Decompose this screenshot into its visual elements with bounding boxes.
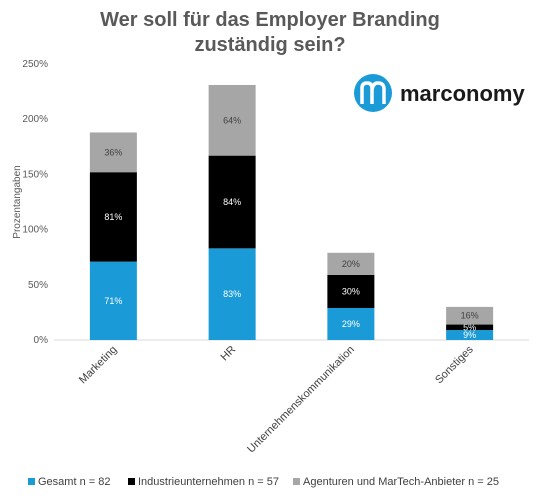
logo-wordmark: marconomy xyxy=(400,81,525,106)
chart-title-line-2: zuständig sein? xyxy=(194,34,345,56)
data-label: 84% xyxy=(223,197,241,207)
data-label: 64% xyxy=(223,115,241,125)
bar-segment xyxy=(89,132,137,173)
data-label: 5% xyxy=(463,322,476,332)
bar-segment xyxy=(208,84,256,156)
y-tick-label: 200% xyxy=(22,114,48,125)
category-label: Marketing xyxy=(77,344,120,387)
bar-segment xyxy=(446,306,494,325)
legend-swatch xyxy=(128,478,135,485)
category-label: Unternehmenskommunikation xyxy=(245,344,357,456)
category-label: Sonstiges xyxy=(433,343,476,386)
bars-layer: 71% 81% 36% 83% 84% 64% 29% 30% 20% 9%5%16% xyxy=(89,84,494,340)
bar-segment xyxy=(89,172,137,262)
data-label: 83% xyxy=(223,289,241,299)
bar-segment xyxy=(327,307,375,340)
bar-segment xyxy=(446,324,494,331)
bar-segment xyxy=(208,155,256,249)
bar-segment xyxy=(327,252,375,275)
data-label: 36% xyxy=(104,147,122,157)
legend-label: Agenturen und MarTech-Anbieter n = 25 xyxy=(303,476,499,488)
data-label: 81% xyxy=(104,212,122,222)
category-label: HR xyxy=(219,344,239,364)
data-label: 29% xyxy=(342,319,360,329)
bar-segment xyxy=(89,261,137,340)
logo-mark-m-glyph xyxy=(360,81,386,104)
bar-segment xyxy=(327,274,375,308)
data-label: 16% xyxy=(461,311,479,321)
y-tick-label: 100% xyxy=(22,225,48,236)
marconomy-logo: marconomy xyxy=(354,74,525,112)
data-label: 20% xyxy=(342,259,360,269)
y-tick-label: 250% xyxy=(22,59,48,70)
y-tick-label: 50% xyxy=(28,280,48,291)
y-tick-label: 0% xyxy=(34,335,49,346)
bar-segment xyxy=(208,248,256,340)
category-labels: Marketing HR Unternehmenskommunikation Sons… xyxy=(77,343,476,455)
data-label: 30% xyxy=(342,286,360,296)
legend-label: Gesamt n = 82 xyxy=(38,476,110,488)
bar-segment xyxy=(446,330,494,340)
legend: Gesamt n = 82 Industrieunternehmen n = 57… xyxy=(28,476,499,488)
data-label: 71% xyxy=(104,296,122,306)
y-tick-label: 150% xyxy=(22,169,48,180)
y-axis-label: Prozentangaben xyxy=(12,165,23,238)
chart-title-line-1: Wer soll für das Employer Branding xyxy=(100,9,440,31)
data-label: 9% xyxy=(463,330,476,340)
legend-swatch xyxy=(293,478,300,485)
legend-label: Industrieunternehmen n = 57 xyxy=(138,476,279,488)
legend-swatch xyxy=(28,478,35,485)
y-axis-ticks: 0% 50% 100% 150% 200% 250% xyxy=(22,59,48,346)
